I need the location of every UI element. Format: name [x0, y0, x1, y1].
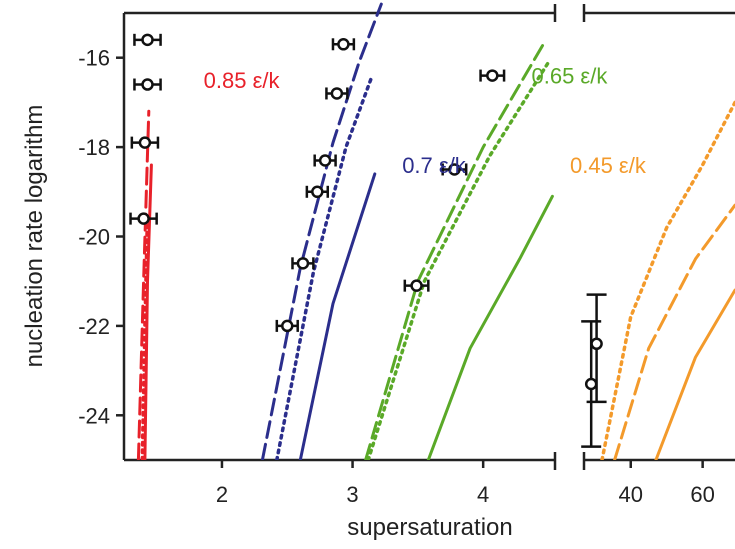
curve-0-85-k-dotted [140, 212, 150, 460]
data-point-0-45-k [581, 320, 602, 448]
curve-0-45-k-solid [654, 288, 735, 460]
data-point-marker [590, 337, 603, 351]
data-point-marker [318, 154, 332, 167]
data-point-marker [448, 163, 461, 176]
data-point-marker [141, 78, 154, 91]
data-point-0-85-k [129, 212, 158, 225]
data-point-marker [330, 87, 344, 100]
series-label-0-7-k: 0.7 ε/k [402, 153, 467, 178]
y-tick-label: -22 [78, 314, 110, 339]
curve-0-7-k-dotted [275, 73, 374, 460]
series-label-0-65-k: 0.65 ε/k [531, 64, 608, 89]
curve-0-65-k-solid [426, 194, 554, 460]
x-tick-label: 4 [477, 482, 489, 507]
data-point-0-85-k [133, 33, 162, 47]
data-point-0-7-k [305, 185, 329, 199]
curve-0-85-k-dashed [136, 109, 151, 460]
y-tick-label: -20 [78, 225, 110, 250]
data-point-marker [486, 69, 499, 82]
curve-0-65-k-dashed [364, 38, 548, 460]
x-axis-title: supersaturation [347, 514, 512, 541]
curve-0-65-k-dotted [366, 60, 551, 460]
data-point-marker [337, 38, 350, 51]
y-ticks: -16 -18 -20 -22 -24 [78, 46, 124, 428]
data-point-marker [141, 33, 154, 47]
data-point-0-7-k [275, 319, 299, 333]
data-points [129, 33, 607, 448]
y-tick-label: -24 [78, 403, 110, 428]
curve-0-7-k-dashed [260, 2, 383, 460]
y-tick-label: -18 [78, 135, 110, 160]
data-point-0-65-k [479, 69, 506, 82]
data-point-0-65-k [403, 279, 430, 292]
data-point-0-7-k [291, 257, 315, 270]
x-tick-label: 2 [216, 482, 228, 507]
data-point-0-7-k [325, 87, 349, 100]
x-ticks: 2 3 4 40 60 [216, 460, 715, 507]
series-label-0-85-k: 0.85 ε/k [204, 68, 281, 93]
data-point-0-65-k [441, 163, 468, 176]
x-tick-label: 3 [346, 482, 358, 507]
x-tick-label: 60 [690, 482, 714, 507]
data-point-0-85-k [133, 78, 162, 91]
data-point-marker [138, 136, 152, 149]
data-point-0-7-k [331, 38, 356, 51]
data-point-0-7-k [313, 154, 337, 167]
curve-0-45-k-dashed [613, 203, 735, 460]
y-tick-label: -16 [78, 46, 110, 71]
data-point-marker [584, 377, 598, 391]
x-tick-label: 40 [618, 482, 642, 507]
data-point-marker [311, 185, 324, 199]
data-point-marker [410, 279, 423, 292]
data-point-marker [296, 257, 310, 270]
curve-0-45-k-dotted [600, 100, 735, 460]
series-labels: 0.85 ε/k 0.7 ε/k 0.65 ε/k 0.45 ε/k [204, 64, 647, 178]
data-point-marker [281, 319, 294, 333]
y-axis-title: nucleation rate logarithm [21, 105, 48, 368]
data-point-0-85-k [130, 136, 160, 149]
curve-0-7-k-solid [298, 172, 377, 460]
curve-0-85-k-solid [143, 163, 153, 460]
data-point-marker [137, 212, 150, 225]
series-label-0-45-k: 0.45 ε/k [570, 153, 647, 178]
